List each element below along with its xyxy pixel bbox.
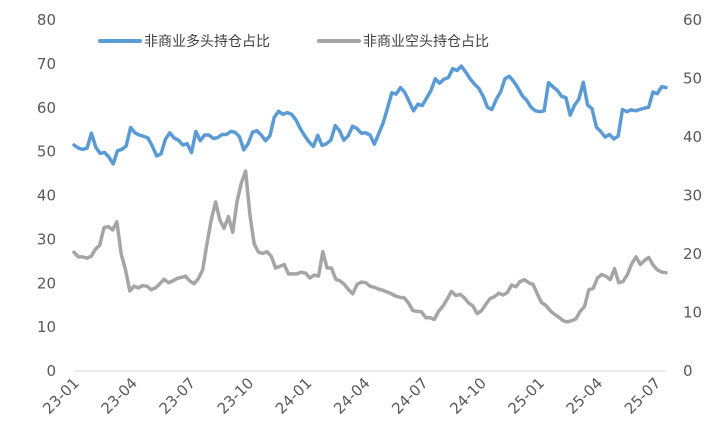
series-line-short	[72, 169, 668, 324]
y-left-tick-label: 40	[37, 187, 56, 205]
y-left-tick-label: 0	[46, 362, 56, 380]
left-axis: 0 10 20 30 40 50 60 70 80	[37, 11, 56, 380]
y-left-tick-label: 60	[37, 99, 56, 117]
y-right-tick-label: 30	[683, 187, 702, 205]
y-right-tick-label: 60	[683, 11, 702, 29]
y-right-tick-label: 50	[683, 70, 702, 88]
legend-label-long: 非商业多头持仓占比	[144, 33, 270, 50]
y-left-tick-label: 10	[37, 318, 56, 336]
x-tick-label: 25-04	[563, 374, 607, 418]
x-axis: 23-01 23-04 23-07 23-10 24-01 24-04 24-07 24-10…	[39, 374, 664, 418]
x-tick-label: 24-10	[446, 374, 490, 418]
x-tick-label: 23-07	[156, 374, 200, 418]
x-tick-label: 25-07	[621, 374, 665, 418]
series-line-long	[72, 64, 668, 166]
y-left-tick-label: 30	[37, 230, 56, 248]
series-layer	[72, 64, 668, 324]
y-right-tick-label: 10	[683, 304, 702, 322]
y-right-tick-label: 0	[683, 362, 693, 380]
x-tick-label: 23-04	[97, 374, 141, 418]
x-tick-label: 23-10	[214, 374, 258, 418]
y-left-tick-label: 50	[37, 143, 56, 161]
y-left-tick-label: 20	[37, 274, 56, 292]
right-axis: 0 10 20 30 40 50 60	[683, 11, 702, 380]
y-right-tick-label: 40	[683, 128, 702, 146]
legend: 非商业多头持仓占比 非商业空头持仓占比	[98, 33, 489, 50]
legend-label-short: 非商业空头持仓占比	[363, 34, 489, 50]
x-tick-label: 23-01	[39, 374, 83, 418]
x-tick-label: 24-01	[272, 374, 316, 418]
y-left-tick-label: 70	[37, 55, 56, 73]
y-left-tick-label: 80	[37, 11, 56, 29]
x-tick-label: 25-01	[505, 374, 549, 418]
x-tick-label: 24-04	[330, 374, 374, 418]
y-right-tick-label: 20	[683, 245, 702, 263]
x-tick-label: 24-07	[388, 374, 432, 418]
